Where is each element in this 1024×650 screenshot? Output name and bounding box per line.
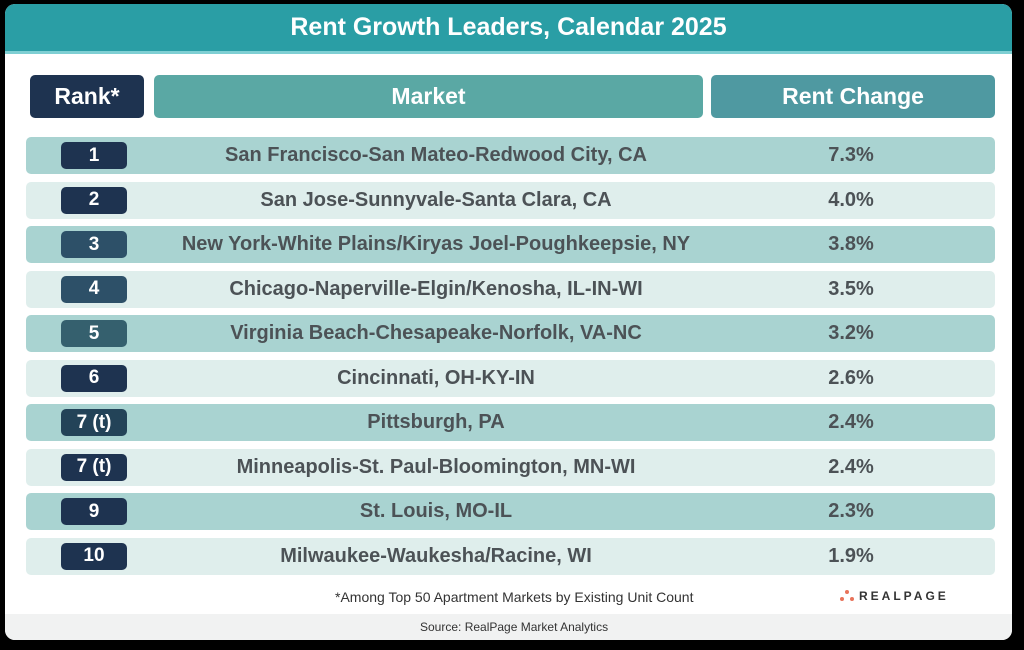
rent-change-value: 3.5% xyxy=(828,277,874,300)
rent-change-value: 3.2% xyxy=(828,322,874,344)
table-row: 7 (t) Pittsburgh, PA 2.4% xyxy=(26,404,995,441)
rank-badge: 1 xyxy=(61,142,127,169)
market-name: Pittsburgh, PA xyxy=(367,411,505,433)
rent-change-value: 2.4% xyxy=(828,455,874,478)
logo-dots-icon xyxy=(838,590,856,602)
header-rank: Rank* xyxy=(30,75,144,118)
table-row: 5 Virginia Beach-Chesapeake-Norfolk, VA-N… xyxy=(26,315,995,352)
table-body: 1 San Francisco-San Mateo-Redwood City, C… xyxy=(26,137,995,582)
market-name: Virginia Beach-Chesapeake-Norfolk, VA-NC xyxy=(230,322,642,344)
rent-change-value: 3.8% xyxy=(828,233,874,255)
footnote: *Among Top 50 Apartment Markets by Exist… xyxy=(335,589,694,605)
rank-badge: 9 xyxy=(61,498,127,525)
table-row: 7 (t) Minneapolis-St. Paul-Bloomington, M… xyxy=(26,448,995,486)
table-header: Rank* Market Rent Change xyxy=(5,75,1012,119)
rank-badge: 2 xyxy=(61,186,127,214)
market-name: San Jose-Sunnyvale-Santa Clara, CA xyxy=(260,188,612,211)
source-bar: Source: RealPage Market Analytics xyxy=(5,614,1012,640)
market-name: San Francisco-San Mateo-Redwood City, CA xyxy=(225,144,647,166)
table-row: 3 New York-White Plains/Kiryas Joel-Pough… xyxy=(26,226,995,263)
rank-badge: 5 xyxy=(61,320,127,347)
market-name: Milwaukee-Waukesha/Racine, WI xyxy=(280,544,592,567)
rent-change-value: 2.6% xyxy=(828,366,874,389)
rent-change-value: 2.4% xyxy=(828,411,874,433)
rent-change-value: 1.9% xyxy=(828,544,874,567)
table-row: 4 Chicago-Naperville-Elgin/Kenosha, IL-IN… xyxy=(26,270,995,308)
rank-badge: 10 xyxy=(61,542,127,570)
table-row: 2 San Jose-Sunnyvale-Santa Clara, CA 4.0% xyxy=(26,181,995,219)
table-row: 1 San Francisco-San Mateo-Redwood City, C… xyxy=(26,137,995,174)
rank-badge: 4 xyxy=(61,275,127,303)
market-name: Cincinnati, OH-KY-IN xyxy=(337,366,535,389)
header-rent-change: Rent Change xyxy=(711,75,995,118)
rent-change-value: 4.0% xyxy=(828,188,874,211)
table-row: 10 Milwaukee-Waukesha/Racine, WI 1.9% xyxy=(26,537,995,575)
rent-change-value: 7.3% xyxy=(828,144,874,166)
market-name: St. Louis, MO-IL xyxy=(359,500,513,522)
rank-badge: 7 (t) xyxy=(61,409,127,436)
market-name: Chicago-Naperville-Elgin/Kenosha, IL-IN-… xyxy=(229,277,643,300)
header-market: Market xyxy=(154,75,703,118)
realpage-logo: REALPAGE xyxy=(838,589,949,603)
rank-badge: 7 (t) xyxy=(61,453,127,481)
chart-title: Rent Growth Leaders, Calendar 2025 xyxy=(5,4,1012,54)
rank-badge: 6 xyxy=(61,364,127,392)
table-row: 6 Cincinnati, OH-KY-IN 2.6% xyxy=(26,359,995,397)
market-name: New York-White Plains/Kiryas Joel-Poughk… xyxy=(181,233,691,255)
source-text: Source: RealPage Market Analytics xyxy=(420,620,609,634)
rent-change-value: 2.3% xyxy=(828,500,874,522)
market-name: Minneapolis-St. Paul-Bloomington, MN-WI xyxy=(236,455,636,478)
logo-text: REALPAGE xyxy=(859,589,949,603)
rent-growth-card: Rent Growth Leaders, Calendar 2025 Rank*… xyxy=(5,4,1012,640)
rank-badge: 3 xyxy=(61,231,127,258)
table-row: 9 St. Louis, MO-IL 2.3% xyxy=(26,493,995,530)
